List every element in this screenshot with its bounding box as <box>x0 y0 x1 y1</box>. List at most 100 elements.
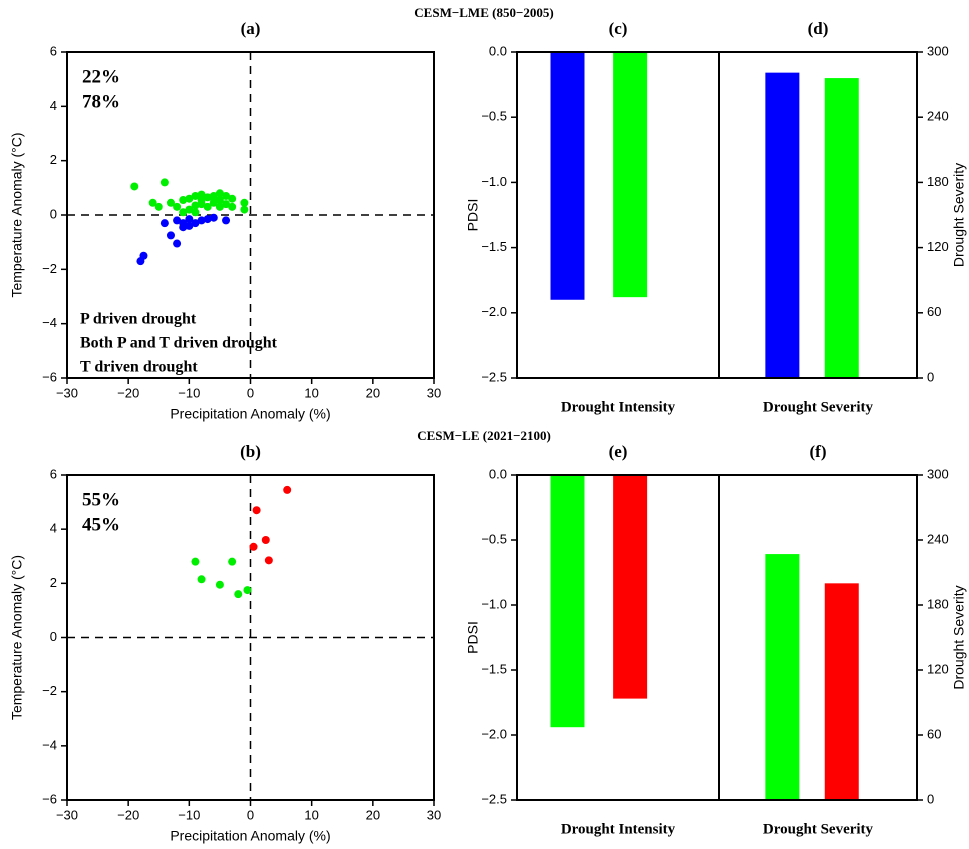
point <box>249 542 258 551</box>
plot-frame <box>66 474 435 801</box>
x-axis-label: Drought Severity <box>763 399 874 415</box>
y-tick-label: −2 <box>42 683 57 698</box>
point <box>185 215 194 224</box>
y-tick-label: 120 <box>927 661 949 676</box>
y-tick-label: 180 <box>927 174 949 189</box>
x-tick-label: 10 <box>304 385 318 400</box>
x-tick-label: −30 <box>56 807 78 822</box>
bar <box>550 475 585 728</box>
point <box>252 506 261 515</box>
x-tick-label: −10 <box>178 807 200 822</box>
point <box>240 198 249 207</box>
y-tick-label: −1.5 <box>481 661 507 676</box>
y-tick-label: 4 <box>50 98 57 113</box>
y-axis-label: PDSI <box>465 199 481 232</box>
x-axis-label: Precipitation Anomaly (%) <box>170 828 330 844</box>
point <box>139 251 148 260</box>
point <box>160 178 169 187</box>
x-axis-label: Drought Severity <box>763 821 874 837</box>
point <box>173 216 182 225</box>
point <box>228 202 237 211</box>
y-tick-label: 2 <box>50 152 57 167</box>
point <box>166 198 175 207</box>
point <box>222 200 231 209</box>
plot-frame <box>718 51 918 379</box>
point <box>240 205 249 214</box>
figure-heading: CESM−LME (850−2005) <box>414 5 553 20</box>
point <box>203 193 212 202</box>
point <box>160 219 169 228</box>
point <box>222 216 231 225</box>
y-tick-label: 60 <box>927 304 941 319</box>
y-tick-label: 4 <box>50 521 57 536</box>
x-tick-label: −30 <box>56 385 78 400</box>
x-axis-label: Drought Intensity <box>561 399 676 415</box>
y-tick-label: −2 <box>42 261 57 276</box>
panel-title: (a) <box>241 19 261 38</box>
x-tick-label: 20 <box>366 385 380 400</box>
point <box>203 202 212 211</box>
point <box>215 580 224 589</box>
point <box>173 239 182 248</box>
y-tick-label: −4 <box>42 315 57 330</box>
y-tick-label: 0 <box>50 629 57 644</box>
y-tick-label: −4 <box>42 737 57 752</box>
share-label: 22% <box>82 66 120 87</box>
point <box>191 219 200 228</box>
point <box>197 196 206 205</box>
panel-title: (c) <box>609 19 628 38</box>
panel-title: (e) <box>609 442 628 461</box>
point <box>179 208 188 217</box>
x-tick-label: −20 <box>117 807 139 822</box>
y-tick-label: 300 <box>927 466 949 481</box>
y-tick-label: −0.5 <box>481 109 507 124</box>
point <box>261 536 270 544</box>
bar <box>765 72 800 378</box>
y-tick-label: 240 <box>927 109 949 124</box>
y-tick-label: −6 <box>42 369 57 384</box>
y-tick-label: −2.5 <box>481 791 507 806</box>
panel-title: (f) <box>810 442 827 461</box>
y-tick-label: −1.5 <box>481 239 507 254</box>
legend-entry: T driven drought <box>80 359 198 376</box>
y-tick-label: 120 <box>927 239 949 254</box>
share-label: 45% <box>82 514 120 535</box>
point <box>234 590 243 599</box>
plot-frame <box>718 474 918 801</box>
share-label: 55% <box>82 489 120 510</box>
point <box>191 557 200 566</box>
point <box>179 219 188 228</box>
point <box>185 194 194 203</box>
point <box>185 221 194 230</box>
y-tick-label: 6 <box>50 43 57 58</box>
point <box>191 191 200 200</box>
point <box>191 201 200 210</box>
legend-entry: P driven drought <box>80 311 197 328</box>
y-tick-label: 2 <box>50 575 57 590</box>
y-tick-label: 60 <box>927 726 941 741</box>
y-tick-label: 300 <box>927 43 949 58</box>
bar <box>550 52 585 300</box>
point <box>148 198 157 207</box>
y-tick-label: −2.0 <box>481 304 507 319</box>
panel-title: (d) <box>808 19 829 38</box>
point <box>179 196 188 205</box>
bar <box>613 475 648 699</box>
x-tick-label: 20 <box>366 807 380 822</box>
y-tick-label: −1.0 <box>481 174 507 189</box>
y-tick-label: 180 <box>927 596 949 611</box>
y-tick-label: −2.5 <box>481 369 507 384</box>
y-tick-label: 0.0 <box>489 466 507 481</box>
x-tick-label: 30 <box>427 385 441 400</box>
panel-title: (b) <box>240 442 261 461</box>
point <box>191 208 200 217</box>
point <box>197 216 206 225</box>
x-tick-label: 0 <box>247 385 254 400</box>
y-tick-label: −0.5 <box>481 531 507 546</box>
y-tick-label: 6 <box>50 466 57 481</box>
y-axis-label: PDSI <box>465 621 481 654</box>
y-axis-label: Temperature Anomaly (°C) <box>9 555 25 720</box>
legend-entry: Both P and T driven drought <box>80 335 278 352</box>
